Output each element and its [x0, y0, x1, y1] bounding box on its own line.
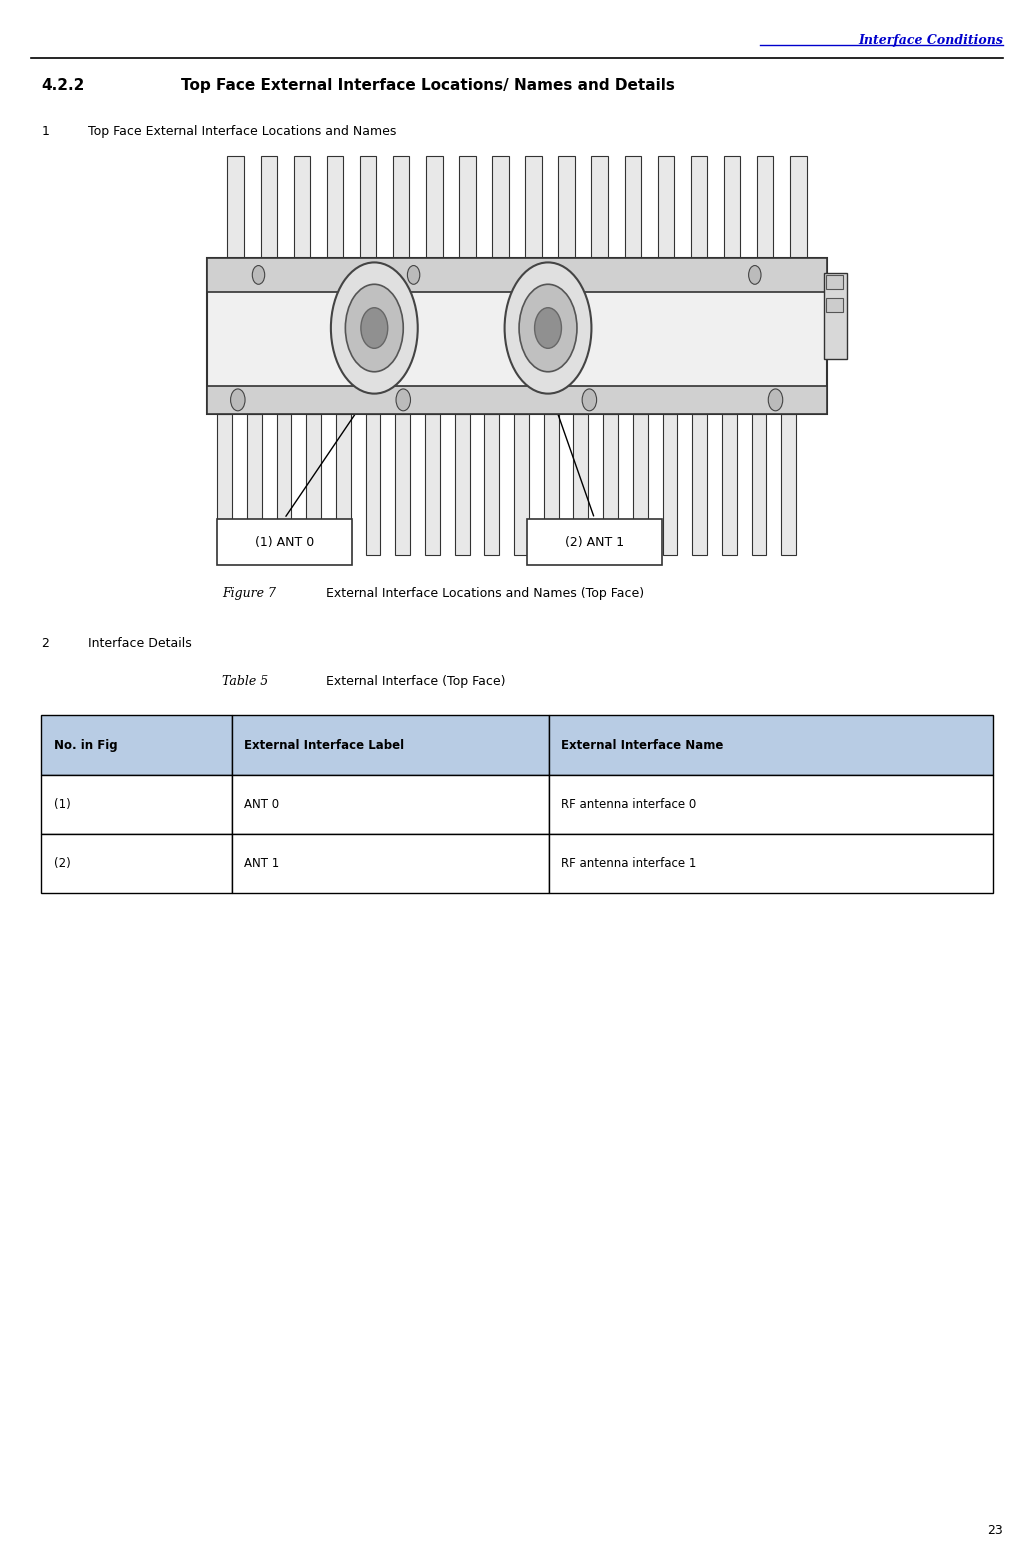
- Bar: [757, 156, 773, 258]
- Text: Top Face External Interface Locations and Names: Top Face External Interface Locations an…: [88, 125, 396, 137]
- Bar: [514, 414, 529, 555]
- Text: RF antenna interface 1: RF antenna interface 1: [561, 858, 697, 870]
- Bar: [591, 156, 608, 258]
- Bar: [525, 156, 542, 258]
- Circle shape: [396, 389, 410, 411]
- Bar: [294, 156, 310, 258]
- Text: No. in Fig: No. in Fig: [54, 739, 118, 751]
- Bar: [247, 414, 262, 555]
- Text: ANT 0: ANT 0: [244, 798, 279, 811]
- Text: Interface Conditions: Interface Conditions: [858, 34, 1003, 47]
- Bar: [658, 156, 674, 258]
- Bar: [527, 519, 662, 565]
- Circle shape: [505, 262, 591, 394]
- Circle shape: [407, 266, 420, 284]
- Circle shape: [582, 389, 597, 411]
- Bar: [824, 273, 847, 359]
- Bar: [217, 519, 352, 565]
- Circle shape: [331, 262, 418, 394]
- Bar: [227, 156, 244, 258]
- Circle shape: [535, 308, 561, 348]
- Text: Figure 7: Figure 7: [222, 587, 276, 600]
- Bar: [492, 156, 509, 258]
- Circle shape: [768, 389, 783, 411]
- Text: (2) ANT 1: (2) ANT 1: [565, 536, 625, 548]
- Bar: [41, 775, 232, 834]
- Bar: [692, 414, 707, 555]
- Bar: [232, 834, 549, 893]
- Circle shape: [345, 284, 403, 372]
- Text: 4.2.2: 4.2.2: [41, 78, 85, 94]
- Bar: [574, 414, 588, 555]
- Circle shape: [252, 266, 265, 284]
- Bar: [752, 414, 766, 555]
- Bar: [327, 156, 343, 258]
- Bar: [207, 258, 827, 292]
- Bar: [455, 414, 469, 555]
- Text: 2: 2: [41, 637, 50, 650]
- Bar: [603, 414, 618, 555]
- Text: 1: 1: [41, 125, 50, 137]
- Circle shape: [749, 266, 761, 284]
- Bar: [782, 414, 796, 555]
- Bar: [549, 715, 993, 775]
- Bar: [207, 386, 827, 414]
- Circle shape: [519, 284, 577, 372]
- Circle shape: [231, 389, 245, 411]
- Bar: [276, 414, 292, 555]
- Text: RF antenna interface 0: RF antenna interface 0: [561, 798, 696, 811]
- Bar: [232, 775, 549, 834]
- Bar: [232, 715, 549, 775]
- Text: (1) ANT 0: (1) ANT 0: [254, 536, 314, 548]
- Text: ANT 1: ANT 1: [244, 858, 279, 870]
- Circle shape: [361, 308, 388, 348]
- Bar: [625, 156, 641, 258]
- Bar: [558, 156, 575, 258]
- Bar: [336, 414, 351, 555]
- Bar: [41, 715, 232, 775]
- Bar: [360, 156, 376, 258]
- Bar: [633, 414, 647, 555]
- Text: 23: 23: [987, 1525, 1003, 1537]
- Bar: [426, 156, 443, 258]
- Bar: [393, 156, 409, 258]
- Bar: [366, 414, 381, 555]
- Bar: [724, 156, 740, 258]
- Bar: [459, 156, 476, 258]
- Bar: [691, 156, 707, 258]
- Text: External Interface Locations and Names (Top Face): External Interface Locations and Names (…: [326, 587, 644, 600]
- Bar: [722, 414, 737, 555]
- Bar: [207, 258, 827, 414]
- Bar: [425, 414, 439, 555]
- Bar: [395, 414, 410, 555]
- Text: Table 5: Table 5: [222, 675, 269, 687]
- Text: External Interface Name: External Interface Name: [561, 739, 724, 751]
- Text: Interface Details: Interface Details: [88, 637, 191, 650]
- Bar: [544, 414, 558, 555]
- Text: (1): (1): [54, 798, 70, 811]
- Bar: [549, 834, 993, 893]
- Text: Top Face External Interface Locations/ Names and Details: Top Face External Interface Locations/ N…: [181, 78, 675, 94]
- Bar: [826, 298, 843, 312]
- Bar: [790, 156, 807, 258]
- Bar: [549, 775, 993, 834]
- Text: (2): (2): [54, 858, 70, 870]
- Bar: [41, 834, 232, 893]
- Bar: [826, 275, 843, 289]
- Bar: [306, 414, 322, 555]
- Bar: [217, 414, 232, 555]
- Bar: [484, 414, 499, 555]
- Bar: [261, 156, 277, 258]
- Text: External Interface (Top Face): External Interface (Top Face): [326, 675, 506, 687]
- Text: External Interface Label: External Interface Label: [244, 739, 404, 751]
- Bar: [663, 414, 677, 555]
